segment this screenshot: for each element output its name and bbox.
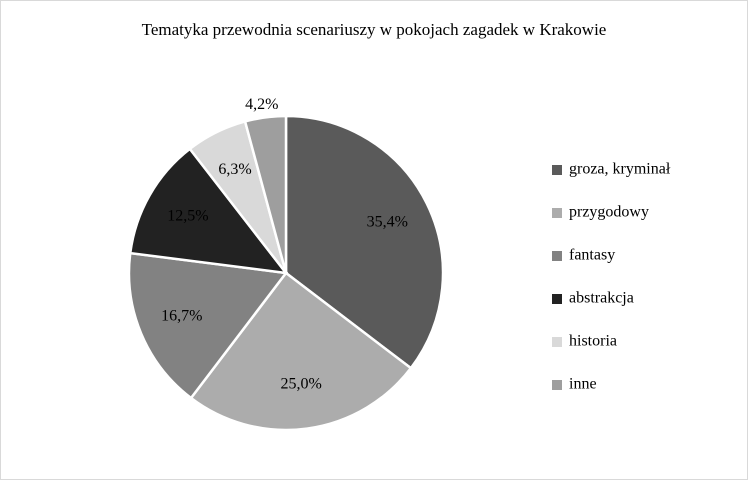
legend-label: groza, kryminał xyxy=(569,161,671,178)
pie-slice xyxy=(189,271,413,432)
legend-label: abstrakcja xyxy=(569,290,634,307)
pie-slice xyxy=(243,114,288,274)
data-label: 6,3% xyxy=(218,161,251,178)
legend-swatch xyxy=(552,294,562,304)
data-label: 16,7% xyxy=(161,307,202,324)
pie-slice xyxy=(127,251,289,400)
legend-label: inne xyxy=(569,376,597,393)
data-label: 25,0% xyxy=(281,376,322,393)
legend-swatch xyxy=(552,380,562,390)
chart-title: Tematyka przewodnia scenariuszy w pokoja… xyxy=(141,20,607,39)
legend-label: fantasy xyxy=(569,247,615,264)
legend-label: przygodowy xyxy=(569,204,649,221)
pie-slice xyxy=(128,147,289,275)
legend-label: historia xyxy=(569,333,617,350)
pie-slice xyxy=(284,114,445,370)
legend-swatch xyxy=(552,208,562,218)
data-label: 4,2% xyxy=(245,96,278,113)
data-label: 35,4% xyxy=(367,214,408,231)
legend-swatch xyxy=(552,165,562,175)
legend-swatch xyxy=(552,251,562,261)
data-label: 12,5% xyxy=(167,208,208,225)
legend-swatch xyxy=(552,337,562,347)
